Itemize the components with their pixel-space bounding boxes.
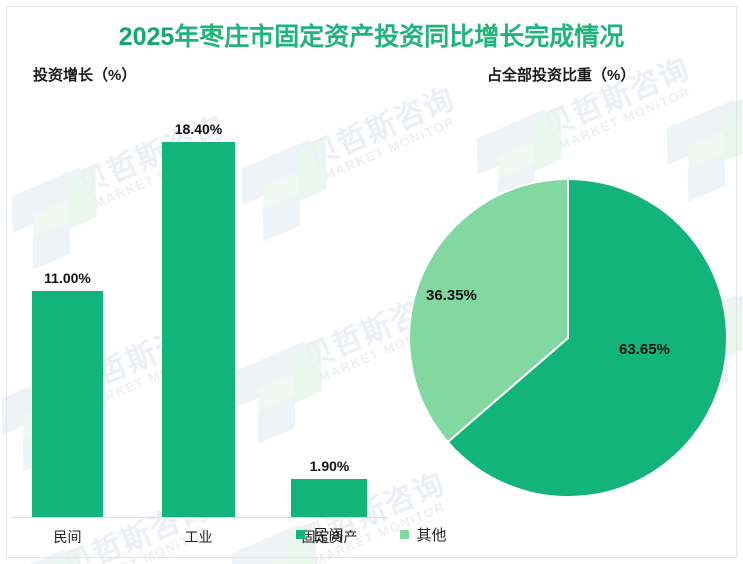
bar-chart-baseline [11, 517, 389, 518]
legend-swatch-icon [399, 530, 409, 539]
pie-chart-svg [408, 178, 728, 498]
pie-chart-legend: 民间 其他 [0, 524, 743, 545]
watermark-cn-text: 贝哲斯咨询 [538, 52, 695, 144]
bar-category-0: 民间 [53, 529, 82, 545]
legend-item-qi-ta[interactable]: 其他 [399, 524, 447, 545]
bar-chart-axis-title: 投资增长（%） [33, 67, 137, 84]
pie-value-label-qi-ta: 36.35% [426, 287, 477, 304]
pie-chart-axis-title: 占全部投资比重（%） [487, 67, 636, 84]
legend-label-qi-ta: 其他 [416, 527, 447, 544]
page-title: 2025年枣庄市固定资产投资同比增长完成情况 [0, 17, 743, 53]
page-title-year: 2025 [118, 23, 175, 51]
bar-2[interactable] [291, 479, 367, 517]
bar-value-0: 11.00% [44, 270, 91, 286]
bar-value-2: 1.90% [309, 458, 350, 474]
bar-value-1: 18.40% [174, 121, 223, 137]
pie-slice-min-jian[interactable] [446, 178, 728, 498]
legend-swatch-icon [296, 530, 306, 539]
bar-0[interactable] [32, 291, 103, 517]
watermark-en-text: MARKET MONITOR [556, 83, 693, 153]
pie-chart [408, 178, 728, 498]
watermark-cn-text: 贝哲斯咨询 [731, 237, 743, 329]
bar-1[interactable] [162, 142, 235, 517]
legend-item-min-jian[interactable]: 民间 [296, 524, 344, 545]
page-title-rest: 年枣庄市固定资产投资同比增长完成情况 [174, 23, 625, 51]
bar-chart: 11.00% 18.40% 1.90% 民间 工业 固定资产 [11, 121, 389, 545]
pie-value-label-min-jian: 63.65% [619, 341, 670, 358]
legend-label-min-jian: 民间 [313, 527, 344, 544]
pie-slice-qi-ta[interactable] [408, 178, 569, 444]
bar-category-1: 工业 [184, 529, 213, 545]
bar-category-2: 固定资产 [301, 529, 358, 545]
